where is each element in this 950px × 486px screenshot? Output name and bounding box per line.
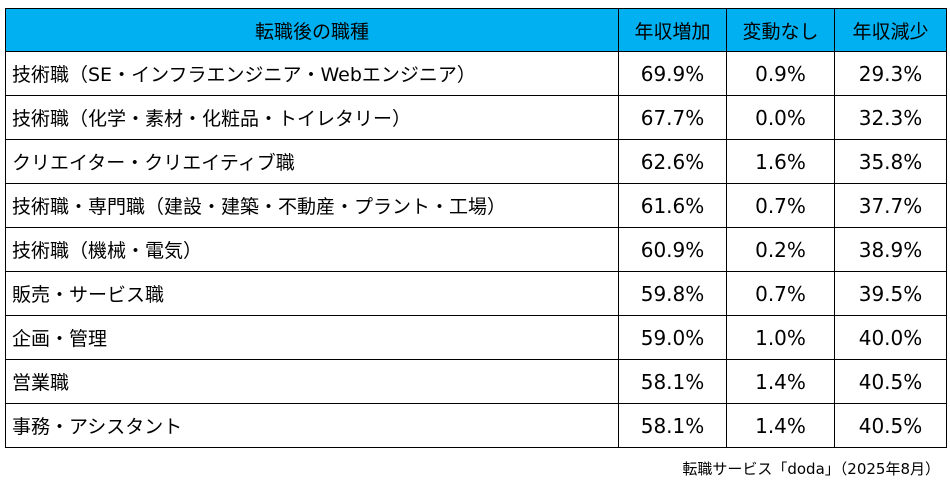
job-type-cell: 事務・アシスタント xyxy=(5,403,619,448)
no-change-cell: 1.4% xyxy=(726,359,835,404)
increase-cell: 58.1% xyxy=(618,359,727,404)
table-row: 販売・サービス職 59.8% 0.7% 39.5% xyxy=(5,271,947,316)
no-change-cell: 1.6% xyxy=(726,139,835,184)
table-row: クリエイター・クリエイティブ職 62.6% 1.6% 35.8% xyxy=(5,139,947,184)
table-row: 営業職 58.1% 1.4% 40.5% xyxy=(5,359,947,404)
decrease-cell: 37.7% xyxy=(834,183,947,228)
job-type-cell: 営業職 xyxy=(5,359,619,404)
decrease-cell: 40.5% xyxy=(834,403,947,448)
increase-cell: 58.1% xyxy=(618,403,727,448)
decrease-cell: 35.8% xyxy=(834,139,947,184)
decrease-cell: 29.3% xyxy=(834,51,947,96)
job-type-cell: 技術職（機械・電気） xyxy=(5,227,619,272)
header-increase: 年収増加 xyxy=(618,8,727,52)
salary-change-table-container: 転職後の職種 年収増加 変動なし 年収減少 技術職（SE・インフラエンジニア・W… xyxy=(5,8,947,448)
table-row: 事務・アシスタント 58.1% 1.4% 40.5% xyxy=(5,403,947,448)
table-row: 技術職（化学・素材・化粧品・トイレタリー） 67.7% 0.0% 32.3% xyxy=(5,95,947,140)
table-header-row: 転職後の職種 年収増加 変動なし 年収減少 xyxy=(5,8,947,52)
decrease-cell: 38.9% xyxy=(834,227,947,272)
job-type-cell: 企画・管理 xyxy=(5,315,619,360)
job-type-cell: クリエイター・クリエイティブ職 xyxy=(5,139,619,184)
no-change-cell: 0.7% xyxy=(726,183,835,228)
increase-cell: 59.0% xyxy=(618,315,727,360)
no-change-cell: 0.9% xyxy=(726,51,835,96)
increase-cell: 67.7% xyxy=(618,95,727,140)
no-change-cell: 0.0% xyxy=(726,95,835,140)
header-job-type: 転職後の職種 xyxy=(5,8,619,52)
table-row: 技術職（SE・インフラエンジニア・Webエンジニア） 69.9% 0.9% 29… xyxy=(5,51,947,96)
increase-cell: 59.8% xyxy=(618,271,727,316)
decrease-cell: 40.5% xyxy=(834,359,947,404)
table-row: 技術職（機械・電気） 60.9% 0.2% 38.9% xyxy=(5,227,947,272)
job-type-cell: 技術職（化学・素材・化粧品・トイレタリー） xyxy=(5,95,619,140)
increase-cell: 62.6% xyxy=(618,139,727,184)
increase-cell: 60.9% xyxy=(618,227,727,272)
salary-change-table: 転職後の職種 年収増加 変動なし 年収減少 技術職（SE・インフラエンジニア・W… xyxy=(5,8,947,448)
header-no-change: 変動なし xyxy=(726,8,835,52)
job-type-cell: 技術職・専門職（建設・建築・不動産・プラント・工場） xyxy=(5,183,619,228)
no-change-cell: 0.7% xyxy=(726,271,835,316)
decrease-cell: 32.3% xyxy=(834,95,947,140)
decrease-cell: 40.0% xyxy=(834,315,947,360)
job-type-cell: 販売・サービス職 xyxy=(5,271,619,316)
no-change-cell: 1.0% xyxy=(726,315,835,360)
decrease-cell: 39.5% xyxy=(834,271,947,316)
no-change-cell: 0.2% xyxy=(726,227,835,272)
table-row: 企画・管理 59.0% 1.0% 40.0% xyxy=(5,315,947,360)
source-note: 転職サービス「doda」（2025年8月） xyxy=(682,460,940,478)
increase-cell: 61.6% xyxy=(618,183,727,228)
increase-cell: 69.9% xyxy=(618,51,727,96)
no-change-cell: 1.4% xyxy=(726,403,835,448)
job-type-cell: 技術職（SE・インフラエンジニア・Webエンジニア） xyxy=(5,51,619,96)
header-decrease: 年収減少 xyxy=(834,8,947,52)
table-row: 技術職・専門職（建設・建築・不動産・プラント・工場） 61.6% 0.7% 37… xyxy=(5,183,947,228)
